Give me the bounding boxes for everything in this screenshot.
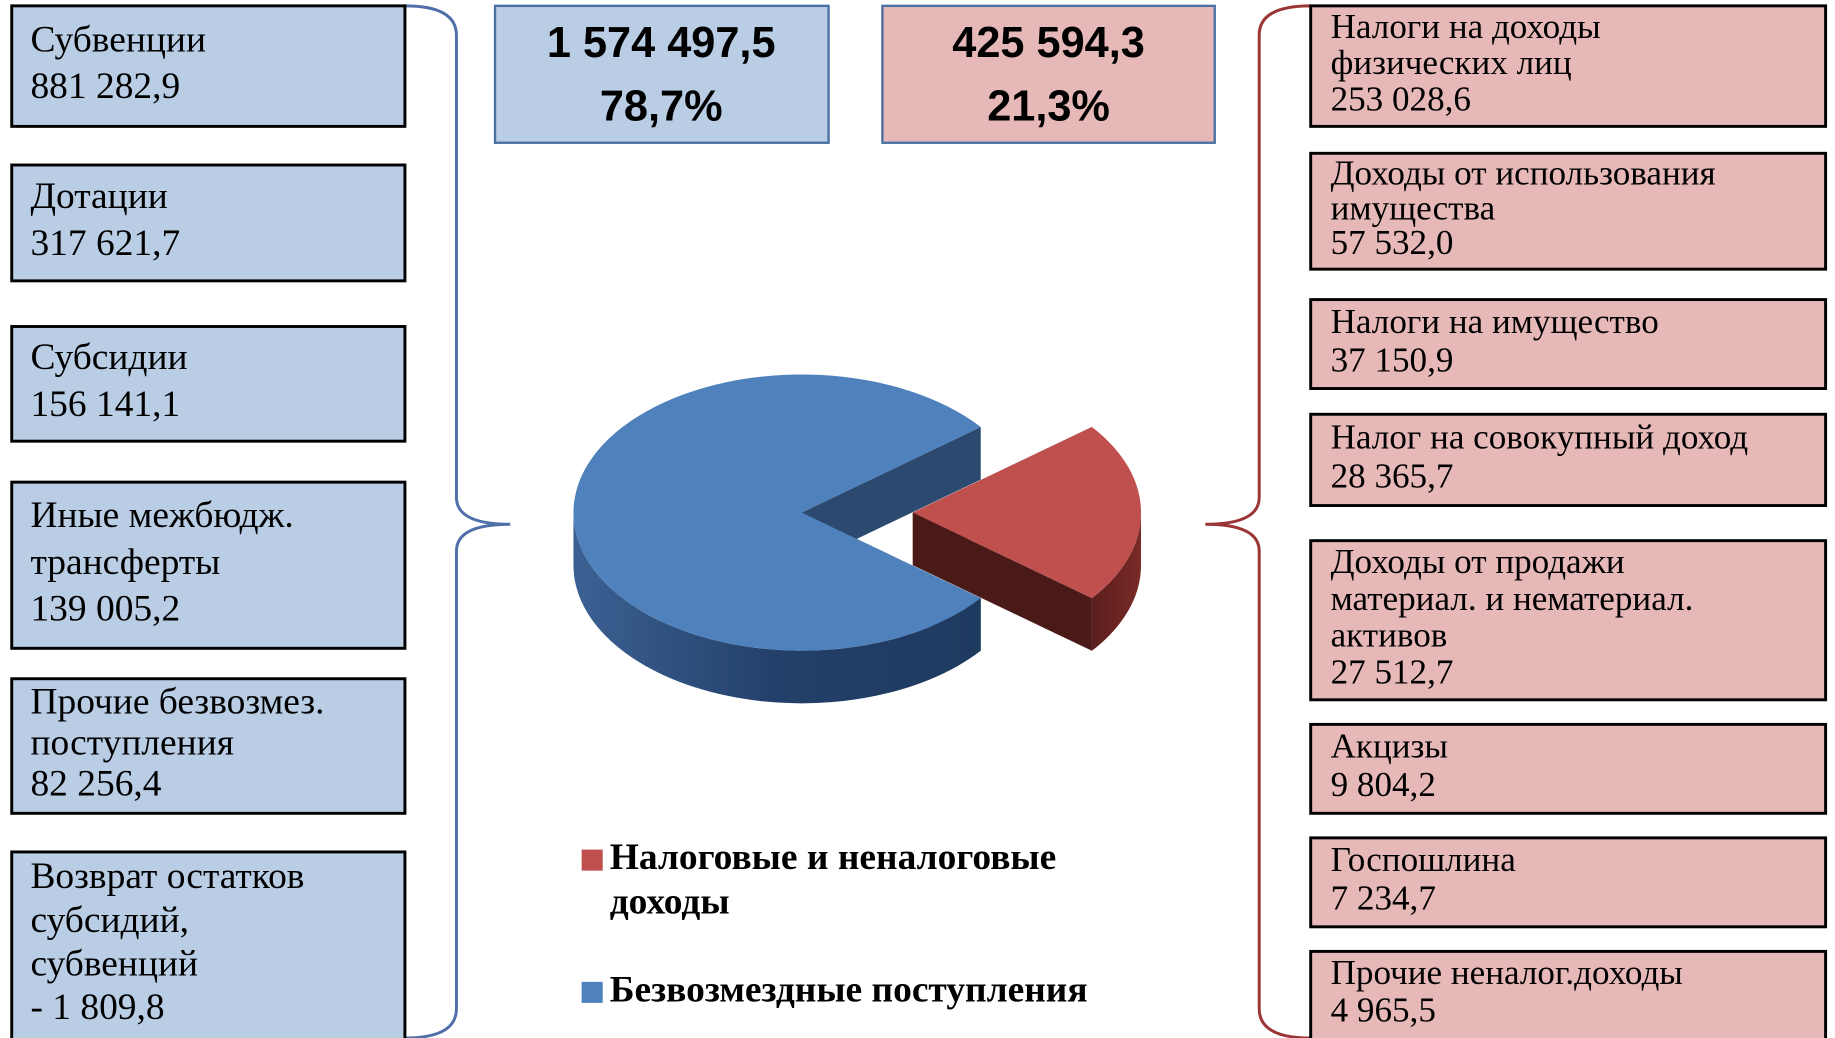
item-value: 27 512,7 (1331, 653, 1454, 692)
legend-label: Безвозмездные поступления (610, 969, 1088, 1010)
total-box (493, 4, 830, 144)
item-label: субсидий, (30, 900, 189, 941)
total-percent: 21,3% (987, 82, 1110, 130)
total-value: 425 594,3 (952, 19, 1145, 67)
slice (573, 374, 981, 651)
item-box (10, 850, 407, 1038)
item-box (1309, 151, 1828, 271)
item-box (1309, 4, 1828, 128)
total-percent: 78,7% (600, 82, 723, 130)
item-label: Дотации (30, 176, 167, 217)
item-value: 881 282,9 (30, 66, 180, 107)
item-value: 7 234,7 (1331, 879, 1436, 918)
item-label: Акцизы (1331, 727, 1448, 766)
item-value: 156 141,1 (30, 384, 180, 425)
item-value: - 1 809,8 (30, 987, 164, 1028)
item-value: 4 965,5 (1331, 990, 1436, 1029)
slice-side (912, 512, 1092, 651)
item-box (1309, 836, 1828, 929)
item-box (1309, 722, 1828, 815)
item-value: 57 532,0 (1331, 223, 1454, 262)
item-label: Доходы от продажи (1331, 542, 1625, 581)
item-box (1309, 298, 1828, 390)
slice (912, 426, 1142, 599)
item-box (10, 677, 407, 815)
item-box (10, 163, 407, 283)
item-label: субвенций (30, 943, 198, 984)
total-value: 1 574 497,5 (547, 19, 776, 67)
item-label: трансферты (30, 542, 220, 583)
item-label: Налог на совокупный доход (1331, 418, 1749, 457)
slice-side (801, 426, 981, 566)
right-brace (1205, 4, 1311, 1038)
slice-rim (1091, 512, 1142, 651)
total-box (881, 4, 1216, 144)
item-value: 9 804,2 (1331, 765, 1436, 804)
item-box (1309, 412, 1828, 508)
legend-label: Налоговые и неналоговые доходы (610, 837, 1057, 922)
item-label: Иные межбюдж. (30, 495, 293, 536)
item-value: 253 028,6 (1331, 79, 1471, 118)
item-label: Возврат остатков (30, 856, 304, 897)
legend-swatch (581, 849, 603, 871)
item-value: 139 005,2 (30, 589, 180, 630)
item-value: 37 150,9 (1331, 340, 1454, 379)
item-label: Доходы от использования (1331, 154, 1716, 193)
item-label: материал. и нематериал. (1331, 579, 1694, 618)
item-label: имущества (1331, 188, 1496, 227)
item-box (10, 480, 407, 650)
item-label: Субвенции (30, 19, 206, 60)
slice-rim (573, 512, 981, 704)
item-box (1309, 949, 1828, 1038)
item-box (10, 4, 407, 128)
item-label: Прочие неналог.доходы (1331, 953, 1683, 992)
left-brace (404, 4, 511, 1038)
item-box (1309, 539, 1828, 702)
item-label: поступления (30, 723, 234, 764)
item-box (10, 325, 407, 443)
item-label: Прочие безвозмез. (30, 682, 324, 723)
item-label: Госпошлина (1331, 840, 1517, 879)
item-label: активов (1331, 616, 1448, 655)
item-value: 317 621,7 (30, 223, 180, 264)
legend-swatch (581, 981, 603, 1003)
item-label: Налоги на доходы (1331, 7, 1601, 46)
item-label: физических лиц (1331, 43, 1572, 82)
item-value: 82 256,4 (30, 764, 161, 805)
item-label: Субсидии (30, 337, 187, 378)
item-value: 28 365,7 (1331, 456, 1454, 495)
item-label: Налоги на имущество (1331, 302, 1659, 341)
